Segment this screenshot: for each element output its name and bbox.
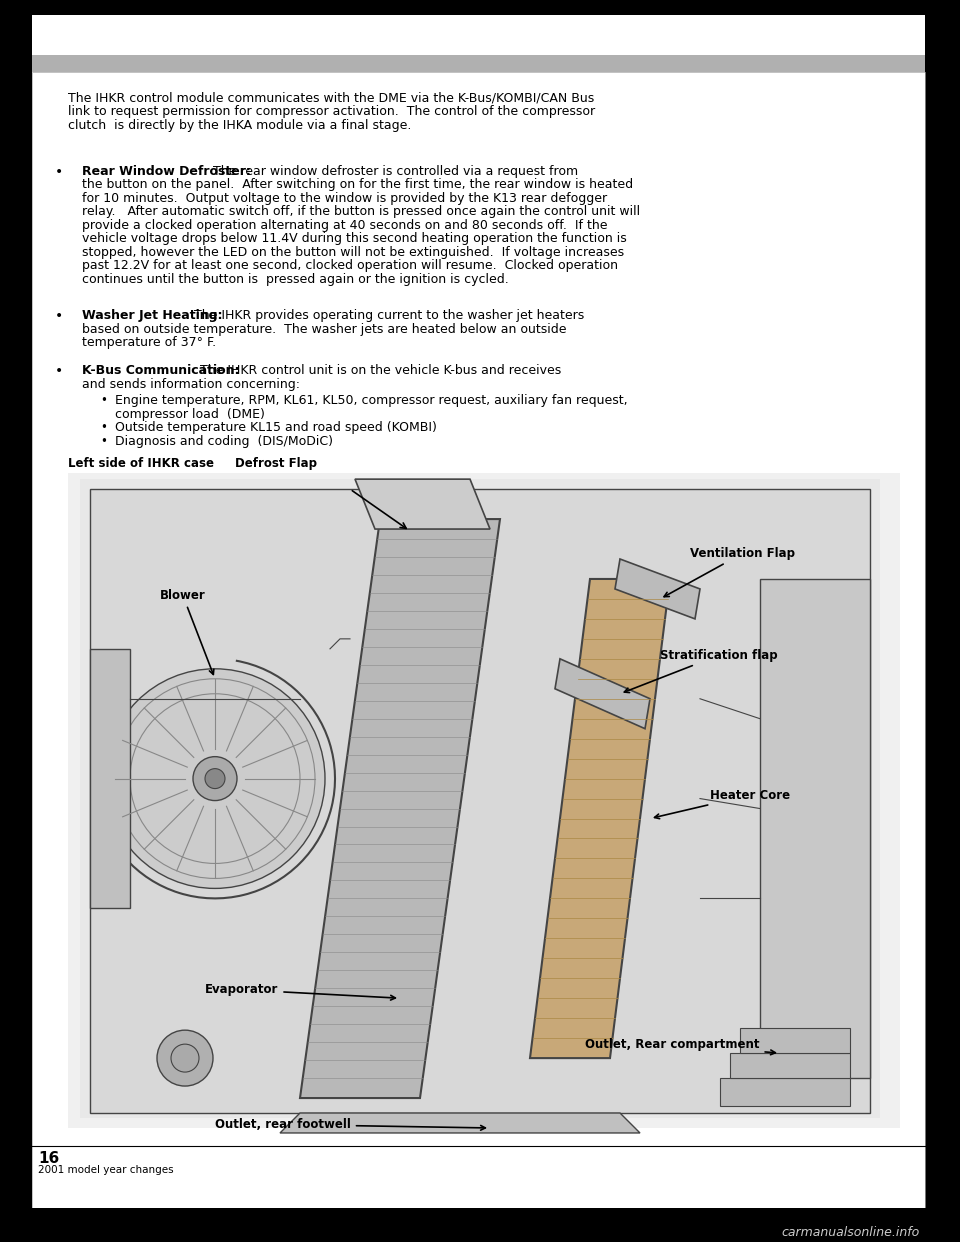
Text: The IHKR provides operating current to the washer jet heaters: The IHKR provides operating current to t… [194,309,585,323]
Text: continues until the button is  pressed again or the ignition is cycled.: continues until the button is pressed ag… [82,272,509,286]
Polygon shape [530,579,670,1058]
Text: Evaporator: Evaporator [205,984,396,1000]
Text: Washer Jet Heating:: Washer Jet Heating: [82,309,223,323]
Circle shape [157,1030,213,1086]
Bar [68,473,900,1128]
Text: stopped, however the LED on the button will not be extinguished.  If voltage inc: stopped, however the LED on the button w… [82,246,624,258]
Polygon shape [300,519,500,1098]
Text: based on outside temperature.  The washer jets are heated below an outside: based on outside temperature. The washer… [82,323,566,335]
Polygon shape [615,559,700,619]
Text: Defrost Flap: Defrost Flap [235,457,317,471]
Bar [32,55,925,72]
Text: Heater Core: Heater Core [655,789,790,818]
Text: K-Bus Communication:: K-Bus Communication: [82,364,239,378]
Text: The IHKR control module communicates with the DME via the K-Bus/KOMBI/CAN Bus: The IHKR control module communicates wit… [68,92,594,104]
Text: link to request permission for compressor activation.  The control of the compre: link to request permission for compresso… [68,106,595,118]
Circle shape [193,756,237,801]
Text: •: • [55,165,63,179]
Text: Stratification flap: Stratification flap [624,648,778,693]
Polygon shape [90,489,870,1113]
Circle shape [171,1045,199,1072]
Polygon shape [90,648,130,908]
Text: Ventilation Flap: Ventilation Flap [664,546,795,596]
Text: •: • [100,435,107,448]
Text: Rear Window Defroster:: Rear Window Defroster: [82,165,251,178]
Text: Left side of IHKR case: Left side of IHKR case [68,457,214,471]
Text: Engine temperature, RPM, KL61, KL50, compressor request, auxiliary fan request,: Engine temperature, RPM, KL61, KL50, com… [115,394,628,407]
Text: •: • [100,394,107,407]
Text: Outlet, Rear compartment: Outlet, Rear compartment [585,1038,776,1054]
Text: temperature of 37° F.: temperature of 37° F. [82,337,216,349]
Text: •: • [55,364,63,379]
Text: 16: 16 [38,1151,60,1166]
Text: Outlet, rear footwell: Outlet, rear footwell [215,1118,486,1131]
Text: Blower: Blower [160,589,214,674]
Text: for 10 minutes.  Output voltage to the window is provided by the K13 rear defogg: for 10 minutes. Output voltage to the wi… [82,191,607,205]
Polygon shape [760,579,870,1078]
Text: The IHKR control unit is on the vehicle K-bus and receives: The IHKR control unit is on the vehicle … [200,364,562,378]
Text: provide a clocked operation alternating at 40 seconds on and 80 seconds off.  If: provide a clocked operation alternating … [82,219,608,231]
Text: The rear window defroster is controlled via a request from: The rear window defroster is controlled … [213,165,578,178]
Text: clutch  is directly by the IHKA module via a final stage.: clutch is directly by the IHKA module vi… [68,119,412,132]
Text: past 12.2V for at least one second, clocked operation will resume.  Clocked oper: past 12.2V for at least one second, cloc… [82,260,618,272]
Text: Diagnosis and coding  (DIS/MoDiC): Diagnosis and coding (DIS/MoDiC) [115,435,333,448]
Polygon shape [555,658,650,729]
Polygon shape [280,1113,640,1133]
Text: vehicle voltage drops below 11.4V during this second heating operation the funct: vehicle voltage drops below 11.4V during… [82,232,627,245]
Text: •: • [55,309,63,323]
Bar [32,15,925,55]
Bar [720,1078,850,1107]
Bar [0,1207,960,1240]
Circle shape [205,769,225,789]
Polygon shape [80,479,880,1118]
Text: 2001 model year changes: 2001 model year changes [38,1165,174,1175]
Text: •: • [100,421,107,435]
Bar [740,1028,850,1053]
Circle shape [105,668,325,888]
Text: Outside temperature KL15 and road speed (KOMBI): Outside temperature KL15 and road speed … [115,421,437,435]
Bar [730,1053,850,1078]
Text: carmanualsonline.info: carmanualsonline.info [781,1226,920,1238]
Text: relay.   After automatic switch off, if the button is pressed once again the con: relay. After automatic switch off, if th… [82,205,640,219]
Polygon shape [355,479,490,529]
Text: and sends information concerning:: and sends information concerning: [82,378,300,391]
Text: the button on the panel.  After switching on for the first time, the rear window: the button on the panel. After switching… [82,178,634,191]
Text: compressor load  (DME): compressor load (DME) [115,407,265,421]
